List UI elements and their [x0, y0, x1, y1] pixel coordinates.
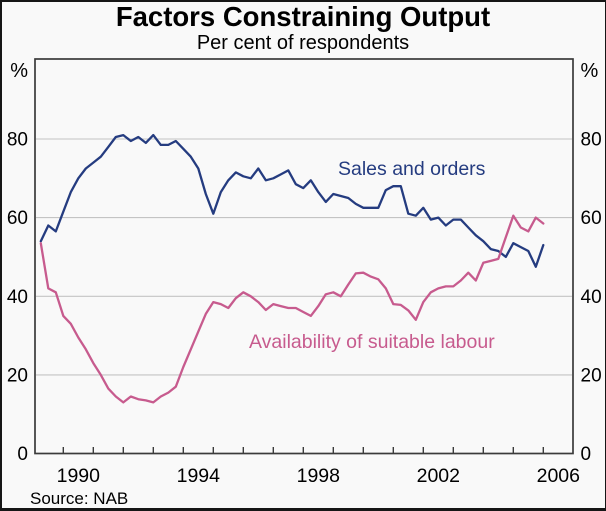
- figure-border-bottom: [0, 508, 606, 511]
- y-tick-label-right: 20: [581, 366, 602, 387]
- figure-border-right: [604, 0, 606, 511]
- y-axis-unit-right: %: [581, 60, 599, 82]
- chart-subtitle: Per cent of respondents: [196, 32, 410, 54]
- series-label-sales-and-orders: Sales and orders: [338, 158, 486, 180]
- y-tick-label-left: 0: [17, 444, 28, 465]
- y-tick-label-left: 40: [7, 287, 28, 308]
- x-tick-label-2002: 2002: [417, 465, 460, 487]
- figure-border-left: [0, 0, 2, 511]
- chart-title: Factors Constraining Output: [115, 1, 491, 32]
- series-label-availability-of-labour: Availability of suitable labour: [249, 331, 495, 353]
- figure-border-top: [0, 0, 606, 2]
- y-tick-label-left: 20: [7, 366, 28, 387]
- y-tick-label-right: 60: [581, 208, 602, 229]
- plot-frame: [34, 58, 574, 455]
- y-tick-label-left: 80: [7, 130, 28, 151]
- series-line-sales-and-orders: [39, 133, 545, 268]
- x-tick-label-1998: 1998: [297, 465, 340, 487]
- x-tick-label-2006: 2006: [537, 465, 580, 487]
- y-tick-label-left: 60: [7, 208, 28, 229]
- x-tick-label-1994: 1994: [177, 465, 221, 487]
- x-tick-label-1990: 1990: [57, 465, 101, 487]
- y-tick-label-right: 40: [581, 287, 602, 308]
- y-tick-label-right: 0: [581, 444, 592, 465]
- y-axis-unit-left: %: [10, 60, 28, 82]
- y-tick-label-right: 80: [581, 130, 602, 151]
- series-line-availability-of-labour: [39, 214, 545, 404]
- source-note: Source: NAB: [30, 489, 129, 508]
